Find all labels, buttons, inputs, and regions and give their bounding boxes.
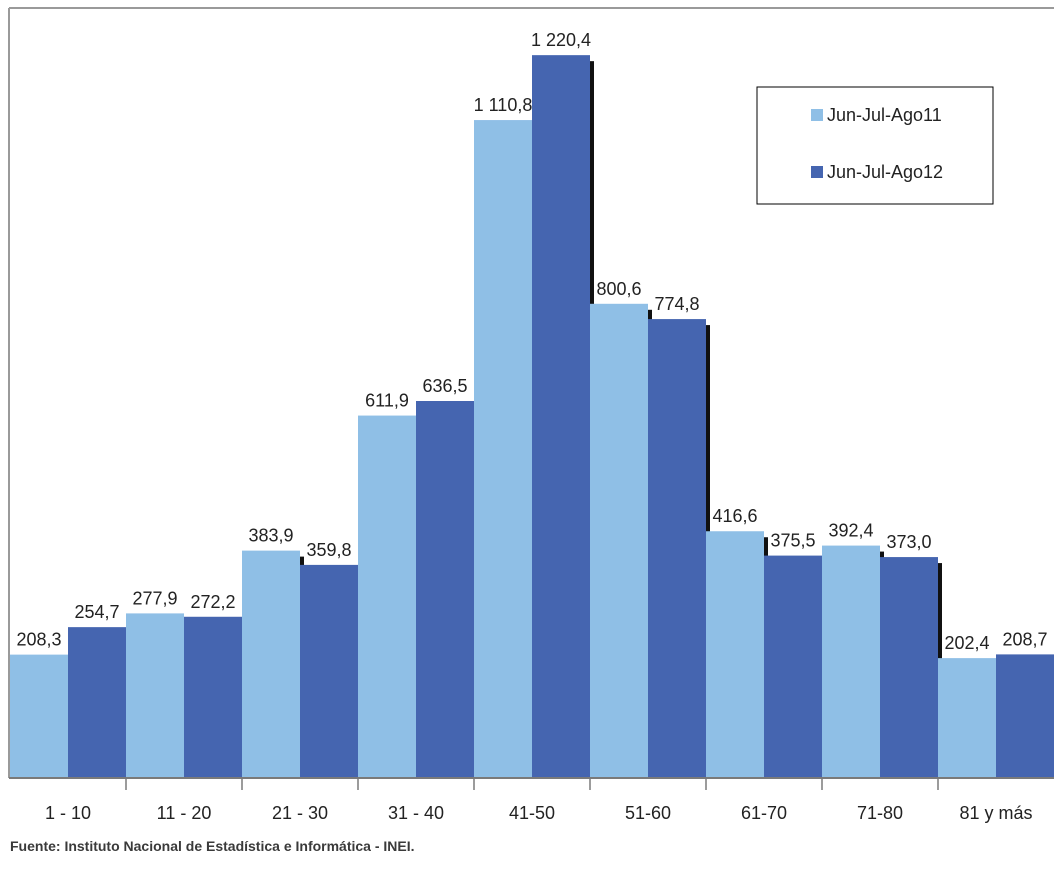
x-tick-label: 81 y más — [959, 803, 1032, 823]
x-tick-label: 61-70 — [741, 803, 787, 823]
x-tick-label: 31 - 40 — [388, 803, 444, 823]
bar-series2-6 — [648, 319, 706, 778]
bar-series2-3 — [300, 564, 358, 778]
legend-swatch — [811, 166, 823, 178]
x-tick-label: 11 - 20 — [157, 803, 212, 823]
x-tick-label: 51-60 — [625, 803, 671, 823]
bar-series2-5 — [532, 55, 590, 778]
bar-series1-8 — [822, 545, 880, 778]
x-axis-ticks: 1 - 10 11 - 20 21 - 30 31 - 40 41-50 51-60 61-… — [45, 778, 1033, 823]
data-label: 277,9 — [132, 588, 177, 608]
x-tick-label: 71-80 — [857, 803, 903, 823]
bar-series1-3 — [242, 550, 300, 778]
data-label: 1 110,8 — [474, 95, 533, 115]
data-label: 774,8 — [654, 294, 699, 314]
bar-series1-5 — [474, 120, 532, 778]
bar-series1-6 — [590, 303, 648, 778]
legend-label: Jun-Jul-Ago11 — [827, 105, 942, 125]
x-tick-label: 21 - 30 — [272, 803, 328, 823]
data-label: 359,8 — [306, 540, 351, 560]
data-label: 272,2 — [190, 592, 235, 612]
bar-series2-2 — [184, 616, 242, 778]
bar-series2-1 — [68, 627, 126, 778]
data-label: 611,9 — [365, 391, 409, 411]
bar-series1-9 — [938, 658, 996, 778]
bar-series1-7 — [706, 531, 764, 778]
bar-series1-2 — [126, 613, 184, 778]
data-labels-layer: 208,3 254,7 277,9 272,2 383,9 359,8 611,9 636,5… — [16, 30, 1047, 653]
x-tick-label: 1 - 10 — [45, 803, 91, 823]
legend-swatch — [811, 109, 823, 121]
data-label: 375,5 — [770, 531, 815, 551]
bar-series1-1 — [10, 654, 68, 778]
data-label: 383,9 — [248, 526, 293, 546]
data-label: 202,4 — [944, 633, 989, 653]
data-label: 416,6 — [712, 506, 757, 526]
bar-series2-9 — [996, 654, 1054, 778]
data-label: 1 220,4 — [531, 30, 591, 50]
legend-label: Jun-Jul-Ago12 — [827, 162, 943, 182]
x-tick-label: 41-50 — [509, 803, 555, 823]
bar-series2-8 — [880, 557, 938, 778]
data-label: 636,5 — [422, 376, 467, 396]
bars-layer — [10, 55, 1054, 778]
legend: Jun-Jul-Ago11 Jun-Jul-Ago12 — [756, 86, 994, 205]
data-label: 208,3 — [16, 630, 61, 650]
data-label: 392,4 — [828, 521, 873, 541]
data-label: 800,6 — [596, 279, 641, 299]
bar-series2-7 — [764, 555, 822, 778]
bar-series1-4 — [358, 415, 416, 778]
data-label: 373,0 — [886, 532, 931, 552]
legend-box — [756, 86, 994, 205]
data-label: 254,7 — [74, 602, 119, 622]
data-label: 208,7 — [1002, 629, 1047, 649]
source-note: Fuente: Instituto Nacional de Estadístic… — [10, 838, 415, 854]
bar-series2-4 — [416, 401, 474, 778]
